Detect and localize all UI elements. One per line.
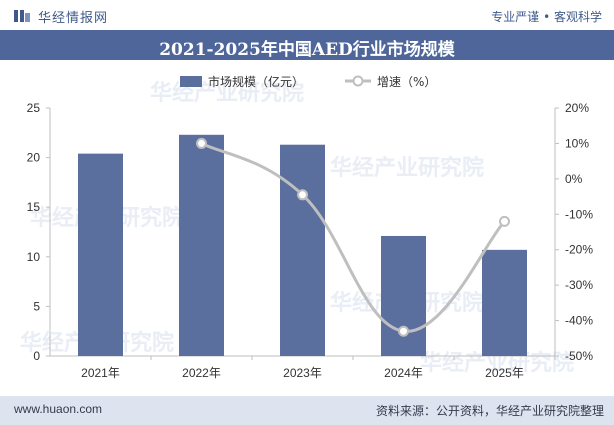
legend-bar-label: 市场规模（亿元）: [208, 74, 304, 89]
growth-line: [200, 142, 506, 333]
legend-line-marker: [352, 75, 364, 87]
bar: [179, 134, 224, 356]
y2-tick-label: 0%: [565, 172, 583, 186]
legend-line-label: 增速（%）: [377, 75, 436, 89]
footer-url[interactable]: www.huaon.com: [14, 402, 103, 416]
y2-tick-label: -20%: [565, 243, 593, 257]
y-tick-label: 20: [27, 151, 41, 165]
y2-tick-label: -40%: [565, 314, 593, 328]
y2-tick-label: -10%: [565, 207, 593, 221]
slogan: 专业严谨 • 客观科学: [491, 10, 602, 24]
title-bar: 2021-2025年中国AED行业市场规模: [0, 30, 614, 60]
bar: [78, 153, 123, 356]
growth-point: [196, 137, 207, 149]
y-tick-label: 5: [33, 299, 40, 313]
watermark-text: 华经产业研究院: [330, 155, 484, 181]
watermark-text: 华经产业研究院: [150, 80, 304, 106]
y2-tick-label: -30%: [565, 278, 593, 292]
footer: www.huaon.com 资料来源：公开资料，华经产业研究院整理: [0, 396, 614, 425]
y-tick-label: 25: [27, 101, 41, 115]
growth-point: [398, 325, 409, 337]
top-bar: 华经情报网 专业严谨 • 客观科学: [0, 0, 614, 30]
bar: [482, 249, 527, 356]
x-tick-label: 2021年: [81, 366, 120, 380]
brand-name: 华经情报网: [38, 11, 109, 26]
bar: [381, 235, 426, 356]
y2-tick-label: 20%: [565, 101, 589, 115]
x-tick-label: 2022年: [182, 366, 221, 380]
x-tick-label: 2023年: [283, 366, 322, 380]
growth-point: [499, 215, 510, 227]
bar: [280, 144, 325, 356]
chart-title: 2021-2025年中国AED行业市场规模: [159, 40, 455, 60]
growth-point: [297, 189, 308, 201]
y2-tick-label: -50%: [565, 349, 593, 363]
footer-source: 资料来源：公开资料，华经产业研究院整理: [375, 404, 604, 418]
x-tick-label: 2025年: [485, 366, 524, 380]
y-tick-label: 15: [27, 200, 41, 214]
x-tick-label: 2024年: [384, 366, 423, 380]
y-tick-label: 10: [27, 250, 41, 264]
logo-icon: [14, 10, 30, 22]
y2-tick-label: 10%: [565, 136, 589, 150]
chart: 华经产业研究院华经产业研究院华经产业研究院华经产业研究院华经产业研究院华经产业研…: [20, 74, 593, 380]
y-tick-label: 0: [33, 349, 40, 363]
legend-bar-swatch: [180, 76, 202, 87]
